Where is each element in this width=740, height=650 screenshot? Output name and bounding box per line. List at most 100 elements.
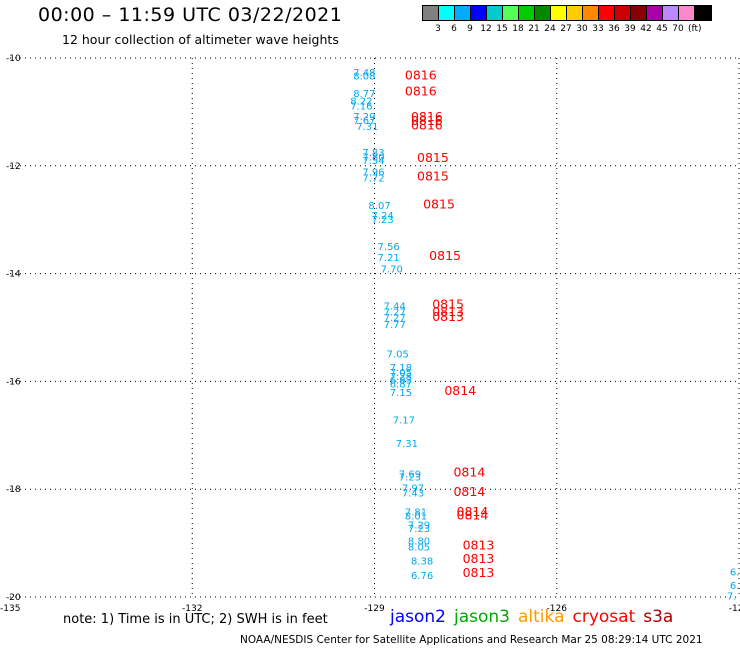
time-label: 0815 (423, 196, 455, 211)
wave-height-label: 7.05 (387, 350, 409, 361)
wave-height-label: 7.48 (353, 68, 375, 79)
time-label: 0815 (432, 297, 464, 312)
time-label: 0813 (463, 565, 495, 580)
data-labels: 7.488.088.778.227.167.297.677.317.837.80… (350, 68, 739, 603)
time-label: 0816 (411, 109, 443, 124)
wave-height-label: 7. (727, 592, 737, 603)
wave-height-label: 7.24 (371, 211, 393, 222)
legend-label: 12 (480, 24, 492, 34)
wave-height-label: 7.56 (378, 242, 400, 253)
legend-label: 9 (467, 24, 473, 34)
wave-height-label: 8.80 (408, 537, 430, 548)
wave-height-label: 7.17 (393, 415, 415, 426)
legend-swatch (567, 6, 583, 20)
legend-label: 42 (640, 24, 652, 34)
x-tick-label: -126 (547, 604, 568, 614)
legend-label: 39 (624, 24, 636, 34)
satellite-legend: jason2 jason3 altika cryosat s3a (390, 607, 681, 627)
wave-height-label: 8.01 (405, 511, 427, 522)
wave-height-label: 7.54 (362, 156, 384, 167)
time-label: 0815 (417, 150, 449, 165)
time-label: 0814 (453, 464, 485, 479)
legend-swatch (503, 6, 519, 20)
wave-height-label: 7.31 (356, 122, 378, 133)
wave-height-label: 7.69 (399, 469, 421, 480)
time-label: 0816 (405, 68, 437, 83)
wave-height-label: 7.81 (405, 508, 427, 519)
wave-height-label: 6.93 (390, 376, 412, 387)
legend-labels: 3 6 9 12 15 18 21 24 27 30 33 36 39 42 45 70 (ft) (422, 24, 712, 34)
satellite-jason3: jason3 (454, 607, 510, 627)
legend-swatch (423, 6, 439, 20)
time-label: 0813 (432, 304, 464, 319)
time-label: 0814 (444, 383, 476, 398)
legend-swatch (631, 6, 647, 20)
wave-height-label: 8.77 (353, 89, 375, 100)
x-tick-label: -129 (364, 604, 385, 614)
wave-height-label: 7.05 (390, 368, 412, 379)
color-scale-legend: 3 6 9 12 15 18 21 24 27 30 33 36 39 42 45 70 (ft) (422, 5, 712, 34)
wave-height-label: 7.96 (362, 168, 384, 179)
legend-swatch (519, 6, 535, 20)
legend-label: 45 (656, 24, 668, 34)
legend-swatch (551, 6, 567, 20)
credit-line: NOAA/NESDIS Center for Satellite Applica… (240, 634, 703, 646)
wave-height-label: 6. (730, 581, 740, 592)
y-tick-label: -14 (6, 270, 21, 280)
grid-lines (10, 57, 740, 598)
wave-height-label: 7.23 (399, 473, 421, 484)
legend-label: 15 (496, 24, 508, 34)
legend-label: 27 (560, 24, 572, 34)
time-label: 0815 (429, 248, 461, 263)
legend-swatch (455, 6, 471, 20)
time-label: 0815 (417, 168, 449, 183)
legend-swatch (695, 6, 711, 20)
legend-swatch (599, 6, 615, 20)
wave-height-label: 8.07 (368, 201, 390, 212)
time-label: 0814 (457, 504, 489, 519)
legend-swatch (647, 6, 663, 20)
wave-height-label: 7.67 (353, 116, 375, 127)
wave-height-label: 7.18 (390, 363, 412, 374)
wave-height-label: 6.87 (390, 379, 412, 390)
wave-height-label: 7.70 (381, 265, 403, 276)
x-tick-label: -123 (729, 604, 740, 614)
legend-swatch (471, 6, 487, 20)
time-label: 0813 (432, 309, 464, 324)
wave-height-label: 7.72 (362, 173, 384, 184)
wave-height-label: 7.44 (384, 302, 406, 313)
legend-label: 30 (576, 24, 588, 34)
wave-height-label: 7.16 (350, 102, 372, 113)
legend-label: 3 (435, 24, 441, 34)
time-label: 0816 (405, 84, 437, 99)
chart-title: 00:00 – 11:59 UTC 03/22/2021 (38, 4, 343, 26)
time-label: 0816 (411, 113, 443, 128)
y-tick-label: -18 (6, 485, 21, 495)
y-tick-label: -12 (6, 162, 21, 172)
legend-swatch (487, 6, 503, 20)
wave-height-label: 8.38 (411, 557, 433, 568)
wave-height-label: 7.27 (384, 313, 406, 324)
legend-unit: (ft) (688, 24, 702, 34)
wave-height-label: 7.23 (408, 524, 430, 535)
wave-height-label: 7.97 (402, 483, 424, 494)
wave-height-label: 7.28 (390, 372, 412, 383)
legend-swatch (679, 6, 695, 20)
axis-ticks: -10-12-14-16-18-20-135-132-129-126-123-1… (0, 54, 740, 614)
wave-height-label: 7.31 (396, 439, 418, 450)
wave-height-label: 6. (730, 567, 740, 578)
wave-height-label: 8.22 (350, 96, 372, 107)
satellite-cryosat: cryosat (572, 607, 636, 627)
time-label: 0814 (457, 507, 489, 522)
time-label: 0814 (453, 484, 485, 499)
satellite-s3a: s3a (643, 607, 674, 627)
legend-label: 36 (608, 24, 620, 34)
legend-swatch (439, 6, 455, 20)
x-tick-label: -135 (0, 604, 20, 614)
satellite-altika: altika (518, 607, 565, 627)
legend-label: 6 (451, 24, 457, 34)
legend-swatch (535, 6, 551, 20)
wave-height-label: 7.27 (384, 308, 406, 319)
y-tick-label: -20 (6, 593, 21, 603)
